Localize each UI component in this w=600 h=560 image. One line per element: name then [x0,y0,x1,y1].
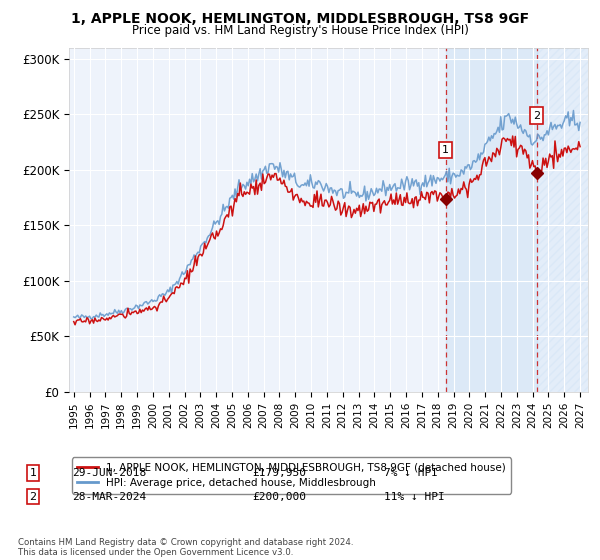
Text: Price paid vs. HM Land Registry's House Price Index (HPI): Price paid vs. HM Land Registry's House … [131,24,469,36]
Text: £200,000: £200,000 [252,492,306,502]
Bar [536,48,588,392]
Text: 11% ↓ HPI: 11% ↓ HPI [384,492,445,502]
Text: 2: 2 [29,492,37,502]
Text: 1: 1 [29,468,37,478]
Text: 29-JUN-2018: 29-JUN-2018 [72,468,146,478]
Text: £179,950: £179,950 [252,468,306,478]
Legend: 1, APPLE NOOK, HEMLINGTON, MIDDLESBROUGH, TS8 9GF (detached house), HPI: Average: 1, APPLE NOOK, HEMLINGTON, MIDDLESBROUGH… [71,458,511,493]
Text: 1: 1 [442,144,449,155]
Text: 7% ↓ HPI: 7% ↓ HPI [384,468,438,478]
Text: 1, APPLE NOOK, HEMLINGTON, MIDDLESBROUGH, TS8 9GF: 1, APPLE NOOK, HEMLINGTON, MIDDLESBROUGH… [71,12,529,26]
Text: Contains HM Land Registry data © Crown copyright and database right 2024.
This d: Contains HM Land Registry data © Crown c… [18,538,353,557]
Text: 28-MAR-2024: 28-MAR-2024 [72,492,146,502]
Text: 2: 2 [533,110,540,120]
Bar [446,48,536,392]
